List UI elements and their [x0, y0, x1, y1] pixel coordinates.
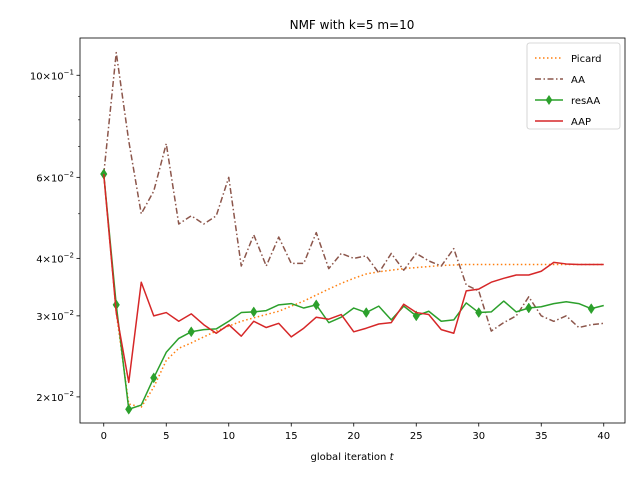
- y-axis: 2×10−23×10−24×10−26×10−210×10−1: [30, 68, 80, 404]
- y-tick-label: 4×10−2: [36, 251, 74, 265]
- y-tick-exponent: −2: [64, 309, 74, 317]
- y-tick-mantissa: 4×: [36, 254, 51, 265]
- y-tick-mantissa: 6×: [36, 173, 51, 184]
- series-layer: [100, 51, 604, 415]
- x-tick-label: 30: [472, 431, 485, 442]
- y-tick-exponent: −2: [64, 170, 74, 178]
- y-tick-exponent: −2: [64, 251, 74, 259]
- series-marker-resaa: [525, 302, 533, 314]
- legend-label-resaa: resAA: [571, 96, 600, 107]
- legend-label-aa: AA: [571, 75, 585, 86]
- y-tick-base: 10: [51, 173, 64, 184]
- legend-marker-resaa: [545, 95, 553, 105]
- series-marker-resaa: [150, 372, 158, 384]
- x-tick-label: 20: [347, 431, 360, 442]
- x-tick-label: 0: [101, 431, 107, 442]
- y-tick-exponent: −1: [64, 68, 74, 76]
- series-marker-resaa: [187, 326, 195, 338]
- series-marker-resaa: [125, 403, 133, 415]
- series-marker-resaa: [250, 306, 258, 318]
- chart-title: NMF with k=5 m=10: [290, 18, 415, 32]
- series-line-aap: [103, 173, 604, 384]
- y-tick-exponent: −2: [64, 390, 74, 398]
- legend-box: [526, 42, 621, 130]
- legend-label-aap: AAP: [571, 117, 591, 128]
- x-axis-label: global iteration t: [310, 452, 394, 463]
- y-tick-base: 10: [51, 312, 64, 323]
- x-tick-label: 25: [410, 431, 423, 442]
- x-tick-label: 15: [285, 431, 298, 442]
- series-marker-resaa: [475, 307, 483, 319]
- y-tick-label: 10×10−1: [30, 68, 74, 82]
- series-line-aa: [103, 51, 604, 332]
- x-tick-label: 40: [597, 431, 610, 442]
- legend: Picard AA resAA AAP: [526, 42, 621, 130]
- x-axis-label-main: global iteration: [310, 452, 386, 463]
- y-tick-mantissa: 10×: [30, 71, 51, 82]
- y-tick-base: 10: [51, 71, 64, 82]
- x-tick-label: 5: [163, 431, 169, 442]
- x-tick-label: 10: [222, 431, 235, 442]
- y-tick-base: 10: [51, 254, 64, 265]
- y-tick-base: 10: [51, 393, 64, 404]
- y-tick-mantissa: 3×: [36, 312, 51, 323]
- legend-label-picard: Picard: [571, 54, 602, 65]
- x-axis: 0 5 10 15 20 25 30 35 40: [101, 423, 610, 442]
- series-line-resaa: [103, 173, 604, 410]
- plot-frame: [79, 37, 626, 424]
- x-axis-label-variable: t: [390, 452, 395, 463]
- x-tick-label: 35: [535, 431, 548, 442]
- series-marker-resaa: [587, 303, 595, 315]
- y-tick-mantissa: 2×: [36, 393, 51, 404]
- y-tick-label: 2×10−2: [36, 390, 74, 404]
- y-tick-label: 3×10−2: [36, 309, 74, 323]
- y-tick-label: 6×10−2: [36, 170, 74, 184]
- plot-area: [100, 51, 604, 415]
- series-marker-resaa: [312, 299, 320, 311]
- series-marker-resaa: [362, 307, 370, 319]
